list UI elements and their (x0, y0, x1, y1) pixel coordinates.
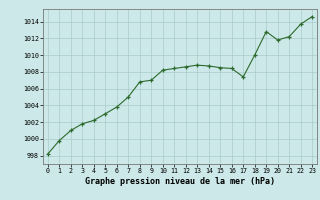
X-axis label: Graphe pression niveau de la mer (hPa): Graphe pression niveau de la mer (hPa) (85, 177, 275, 186)
